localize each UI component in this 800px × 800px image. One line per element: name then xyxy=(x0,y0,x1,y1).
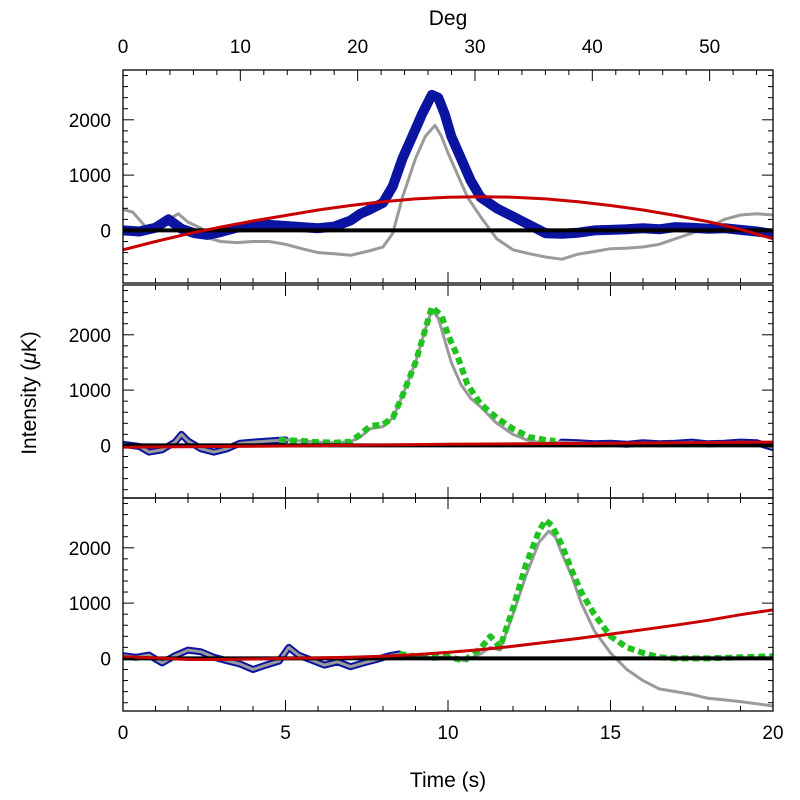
y-tick-label: 1000 xyxy=(69,594,111,615)
series-line-red xyxy=(123,608,773,661)
top-tick-label: 20 xyxy=(347,37,368,58)
panel-top: 0 10 20 30 40 50 0 1000 2000 xyxy=(69,37,774,284)
series-line-red xyxy=(123,195,773,252)
panels: 0 10 20 30 40 50 0 1000 2000 0 1000 2000 0 5 10 15 20 0 10… xyxy=(69,37,784,744)
panel-bottom: 0 5 10 15 20 0 1000 2000 xyxy=(69,497,784,744)
series-group xyxy=(123,517,773,708)
x-tick-label: 15 xyxy=(600,723,621,744)
series-group xyxy=(123,89,773,261)
y-axis-label-mu: μ xyxy=(18,352,41,365)
top-tick-label: 10 xyxy=(230,37,251,58)
x-tick-label: 0 xyxy=(118,723,129,744)
x-tick-label: 10 xyxy=(437,723,458,744)
y-tick-label: 2000 xyxy=(69,326,111,347)
y-tick-label: 1000 xyxy=(69,381,111,402)
panel-middle: 0 1000 2000 xyxy=(69,284,774,499)
series-line-blue xyxy=(123,89,773,240)
x-tick-label: 5 xyxy=(280,723,291,744)
x-tick-label: 20 xyxy=(762,723,783,744)
series-line-gray xyxy=(123,123,773,261)
y-axis-label: Intensity (μK) xyxy=(18,331,41,455)
y-axis-label-end: K) xyxy=(18,331,41,352)
series-group xyxy=(123,304,773,456)
top-tick-label: 40 xyxy=(582,37,603,58)
top-tick-label: 0 xyxy=(118,37,129,58)
y-tick-label: 0 xyxy=(100,649,111,670)
y-tick-label: 0 xyxy=(100,221,111,242)
series-line-gray xyxy=(123,529,773,708)
series-line-red xyxy=(123,440,773,449)
series-line-green xyxy=(398,517,773,664)
y-tick-label: 2000 xyxy=(69,539,111,560)
y-tick-label: 2000 xyxy=(69,111,111,132)
series-line-green xyxy=(278,304,556,446)
y-tick-label: 0 xyxy=(100,436,111,457)
y-axis-label-start: Intensity ( xyxy=(18,364,41,455)
y-tick-label: 1000 xyxy=(69,166,111,187)
panel-frame xyxy=(122,69,774,284)
top-tick-label: 50 xyxy=(699,37,720,58)
panel-frame xyxy=(122,284,774,499)
top-axis-label: Deg xyxy=(429,7,468,30)
bottom-axis-label: Time (s) xyxy=(410,769,486,792)
top-tick-label: 30 xyxy=(464,37,485,58)
panel-frame xyxy=(122,497,774,712)
